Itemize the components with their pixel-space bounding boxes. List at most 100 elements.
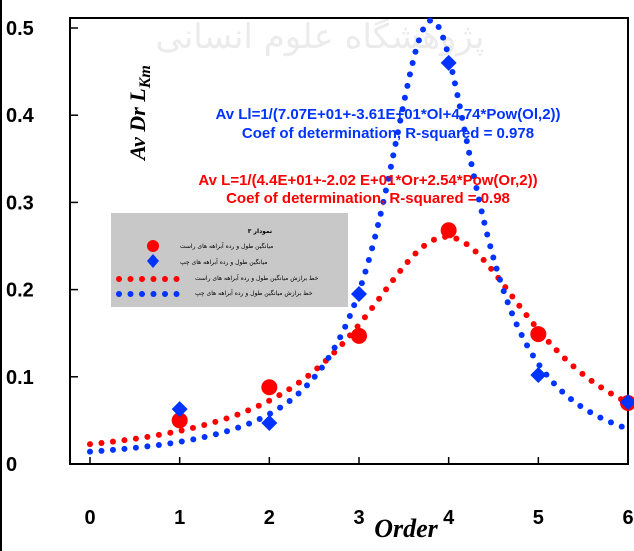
left_fit-dot	[463, 138, 470, 145]
left_fit-dot	[567, 396, 574, 403]
right_fit-dot	[144, 433, 151, 440]
left_fit-dot	[500, 288, 507, 295]
right_fit-dot	[397, 267, 404, 274]
left_fit-dot	[524, 342, 531, 349]
left_fit-dot	[394, 129, 401, 136]
legend-dot	[150, 291, 157, 297]
left_fit-dot	[277, 404, 284, 411]
left_fit-dot	[267, 410, 274, 417]
right_fit-dot	[369, 305, 376, 312]
right_fit-dot	[472, 248, 479, 255]
fit-lines-layer	[87, 17, 625, 455]
left_fit-dot	[415, 37, 422, 44]
right_fit-dot	[155, 431, 162, 438]
left_fit-dot	[420, 26, 427, 33]
left_fit-dot	[456, 103, 463, 110]
left_fit-dot	[369, 245, 376, 252]
right_fit-dot	[361, 314, 368, 321]
right_fit-dot	[201, 422, 208, 429]
legend-marker-right-points	[147, 240, 159, 252]
right_fit-dot	[607, 390, 614, 397]
right_fit-dot	[553, 347, 560, 354]
left_fit-dot	[167, 440, 174, 447]
right_fit-dot	[480, 256, 487, 263]
right_fit-dot	[295, 379, 302, 386]
right_fit-dot	[530, 321, 537, 328]
left_fit-dot	[443, 46, 450, 53]
legend-label-right-fit: خط برازش میانگین طول و رده آبراهه های را…	[195, 273, 319, 282]
left_fit-dot	[212, 431, 219, 438]
right_fit-dot	[588, 377, 595, 384]
plot-frame	[69, 17, 629, 465]
right_fit-dot	[516, 302, 523, 309]
left_fit-dot	[487, 243, 494, 250]
right_fit-dot	[189, 424, 196, 431]
y-tick-label: 0.1	[6, 367, 34, 389]
left_fit-dot	[484, 231, 491, 238]
left_fit-dot	[496, 276, 503, 283]
ticks-layer: 0 1 2 3 4 5 6 0 0.1 0.2 0.3 0.4 0.5	[6, 18, 634, 529]
left_fit-dot	[399, 106, 406, 113]
right_fit-dot	[132, 435, 139, 442]
left_fit-dot	[387, 163, 394, 170]
right-data-point	[351, 327, 367, 344]
left_fit-dot	[493, 265, 500, 272]
right_fit-dot	[167, 429, 174, 436]
left_fit-dot	[409, 59, 416, 66]
left_fit-line	[87, 17, 625, 455]
y-axis-title-sub: Km	[137, 65, 154, 89]
left_fit-dot	[607, 419, 614, 426]
right_fit-dot	[234, 411, 241, 418]
left_fit-dot	[109, 446, 116, 453]
left_fit-dot	[518, 332, 525, 339]
legend-dot	[127, 276, 134, 282]
left_fit-dot	[490, 254, 497, 261]
left-data-point	[171, 401, 188, 418]
left_fit-dot	[362, 268, 369, 275]
left_fit-dot	[559, 388, 566, 395]
y-tick-label: 0.4	[6, 105, 35, 127]
left_fit-dot	[404, 82, 411, 89]
left_fit-dot	[346, 312, 353, 319]
left_fit-dot	[295, 390, 302, 397]
left_fit-dot	[478, 208, 485, 215]
left_fit-dot	[435, 24, 442, 31]
left_fit-dot	[618, 423, 625, 430]
right_fit-dot	[523, 312, 530, 319]
left_fit-dot	[401, 94, 408, 101]
left_fit-dot	[382, 187, 389, 194]
left_fit-dot	[358, 280, 365, 287]
left_fit-dot	[235, 424, 242, 431]
x-tick-label: 3	[353, 507, 364, 529]
left_fit-dot	[473, 185, 480, 192]
left_fit-dot	[87, 448, 93, 455]
left_fit-dot	[461, 126, 468, 133]
x-tick-label: 0	[84, 507, 95, 529]
right_fit-dot	[404, 259, 411, 266]
left-fit-equation: Av Ll=1/(7.07E+01+-3.61E+01*Ol+4.74*Pow(…	[215, 106, 560, 123]
left_fit-dot	[513, 321, 520, 328]
left_fit-dot	[98, 447, 105, 454]
right_fit-dot	[223, 415, 230, 422]
left_fit-dot	[504, 299, 511, 306]
left_fit-dot	[331, 344, 338, 351]
left_fit-dot	[377, 210, 384, 217]
left_fit-dot	[365, 257, 372, 264]
legend: نمودار ۳ میانگین طول و رده آبراهه های را…	[111, 213, 348, 307]
x-tick-label: 6	[622, 507, 633, 529]
right_fit-dot	[98, 439, 105, 446]
left_fit-dot	[372, 233, 379, 240]
legend-dot	[116, 291, 122, 297]
left_fit-dot	[303, 382, 310, 389]
right_fit-dot	[579, 370, 586, 377]
left_fit-dot	[392, 140, 399, 147]
right_fit-dot	[376, 295, 383, 302]
right_fit-dot	[412, 250, 419, 257]
left_fit-dot	[385, 175, 392, 182]
y-tick-label: 0.2	[6, 280, 34, 302]
right_fit-dot	[121, 437, 128, 444]
right_fit-dot	[276, 392, 283, 399]
left_fit-dot	[155, 441, 162, 448]
right_fit-line	[87, 233, 625, 448]
